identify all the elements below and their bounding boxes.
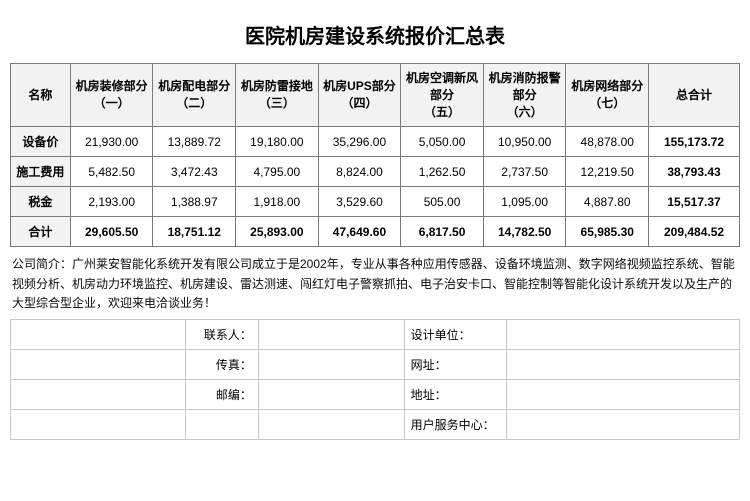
col-header-7: 机房网络部分（七）	[566, 64, 649, 127]
page-title: 医院机房建设系统报价汇总表	[10, 12, 740, 63]
cell: 1,262.50	[401, 157, 484, 187]
cell: 18,751.12	[153, 217, 236, 247]
cell: 25,893.00	[236, 217, 319, 247]
col-header-1: 机房装修部分（一）	[70, 64, 153, 127]
cell: 3,472.43	[153, 157, 236, 187]
cell: 1,095.00	[483, 187, 566, 217]
cell: 48,878.00	[566, 127, 649, 157]
cell: 8,824.00	[318, 157, 401, 187]
table-header: 名称 机房装修部分（一） 机房配电部分（二） 机房防雷接地（三） 机房UPS部分…	[11, 64, 740, 127]
value-address	[506, 379, 739, 409]
cell: 5,050.00	[401, 127, 484, 157]
row-total: 155,173.72	[649, 127, 740, 157]
cell: 35,296.00	[318, 127, 401, 157]
cell: 29,605.50	[70, 217, 153, 247]
col-header-name: 名称	[11, 64, 71, 127]
cell: 1,918.00	[236, 187, 319, 217]
label-postcode: 邮编：	[185, 379, 258, 409]
cell: 6,817.50	[401, 217, 484, 247]
contact-table: 联系人： 设计单位： 传真： 网址： 邮编： 地址： 用户服务中心：	[10, 319, 740, 440]
table-row: 税金 2,193.00 1,388.97 1,918.00 3,529.60 5…	[11, 187, 740, 217]
row-label: 税金	[11, 187, 71, 217]
row-label: 设备价	[11, 127, 71, 157]
col-header-3: 机房防雷接地（三）	[236, 64, 319, 127]
cell: 13,889.72	[153, 127, 236, 157]
col-header-5: 机房空调新风部分（五）	[401, 64, 484, 127]
cell: 14,782.50	[483, 217, 566, 247]
cell: 65,985.30	[566, 217, 649, 247]
cell: 4,887.80	[566, 187, 649, 217]
label-service-center: 用户服务中心：	[404, 409, 506, 439]
col-header-6: 机房消防报警部分（六）	[483, 64, 566, 127]
cell: 19,180.00	[236, 127, 319, 157]
cell: 21,930.00	[70, 127, 153, 157]
value-fax	[258, 349, 404, 379]
table-body: 设备价 21,930.00 13,889.72 19,180.00 35,296…	[11, 127, 740, 247]
contact-blank	[185, 409, 258, 439]
contact-blank	[11, 319, 186, 349]
cell: 1,388.97	[153, 187, 236, 217]
cell: 3,529.60	[318, 187, 401, 217]
cell: 2,737.50	[483, 157, 566, 187]
quote-table: 名称 机房装修部分（一） 机房配电部分（二） 机房防雷接地（三） 机房UPS部分…	[10, 63, 740, 247]
cell: 4,795.00	[236, 157, 319, 187]
row-label: 施工费用	[11, 157, 71, 187]
row-total: 15,517.37	[649, 187, 740, 217]
table-row: 设备价 21,930.00 13,889.72 19,180.00 35,296…	[11, 127, 740, 157]
contact-blank	[258, 409, 404, 439]
label-contact-person: 联系人：	[185, 319, 258, 349]
table-row: 施工费用 5,482.50 3,472.43 4,795.00 8,824.00…	[11, 157, 740, 187]
col-header-4: 机房UPS部分（四）	[318, 64, 401, 127]
label-address: 地址：	[404, 379, 506, 409]
contact-blank	[11, 349, 186, 379]
label-design-unit: 设计单位：	[404, 319, 506, 349]
table-row-sum: 合计 29,605.50 18,751.12 25,893.00 47,649.…	[11, 217, 740, 247]
contact-blank	[11, 409, 186, 439]
row-label: 合计	[11, 217, 71, 247]
label-fax: 传真：	[185, 349, 258, 379]
contact-blank	[11, 379, 186, 409]
cell: 12,219.50	[566, 157, 649, 187]
cell: 505.00	[401, 187, 484, 217]
cell: 5,482.50	[70, 157, 153, 187]
value-postcode	[258, 379, 404, 409]
row-total: 38,793.43	[649, 157, 740, 187]
value-service-center	[506, 409, 739, 439]
company-description: 公司简介：广州莱安智能化系统开发有限公司成立于是2002年，专业从事各种应用传感…	[10, 253, 740, 319]
page-root: 医院机房建设系统报价汇总表 名称 机房装修部分（一） 机房配电部分（二） 机房防…	[0, 0, 750, 440]
grand-total: 209,484.52	[649, 217, 740, 247]
value-website	[506, 349, 739, 379]
value-contact-person	[258, 319, 404, 349]
cell: 10,950.00	[483, 127, 566, 157]
col-header-2: 机房配电部分（二）	[153, 64, 236, 127]
col-header-total: 总合计	[649, 64, 740, 127]
cell: 47,649.60	[318, 217, 401, 247]
cell: 2,193.00	[70, 187, 153, 217]
label-website: 网址：	[404, 349, 506, 379]
value-design-unit	[506, 319, 739, 349]
